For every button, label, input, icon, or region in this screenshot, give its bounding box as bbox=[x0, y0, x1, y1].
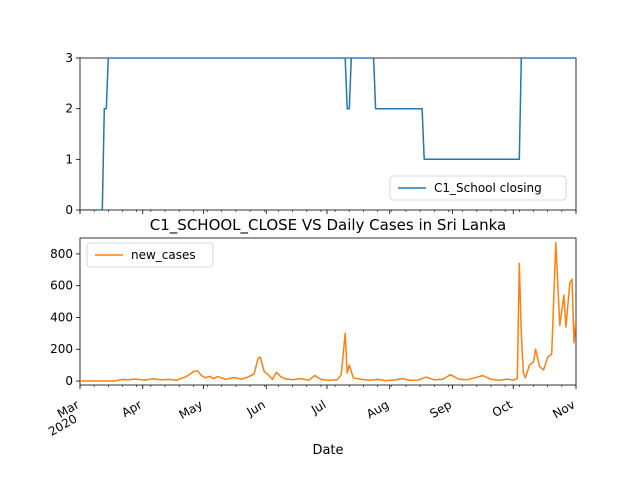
y-tick-label: 1 bbox=[65, 152, 73, 166]
legend-box bbox=[389, 175, 567, 201]
legend-box bbox=[86, 242, 214, 268]
y-tick-label: 400 bbox=[50, 310, 73, 324]
y-tick-label: 0 bbox=[65, 203, 73, 217]
y-tick-label: 0 bbox=[65, 374, 73, 388]
series-line bbox=[80, 242, 576, 382]
legend-label: C1_School closing bbox=[434, 181, 542, 195]
axes-frame bbox=[79, 237, 577, 386]
y-tick-label: 3 bbox=[65, 51, 73, 65]
x-axis-label: Date bbox=[312, 443, 343, 458]
x-tick-label: Jul bbox=[308, 397, 328, 417]
legend-label: new_cases bbox=[131, 248, 196, 262]
y-tick-label: 2 bbox=[65, 102, 73, 116]
y-tick-label: 800 bbox=[50, 247, 73, 261]
y-tick-label: 600 bbox=[50, 279, 73, 293]
series-line bbox=[80, 58, 576, 210]
chart-title: C1_SCHOOL_CLOSE VS Daily Cases in Sri La… bbox=[150, 216, 506, 235]
y-tick-label: 200 bbox=[50, 342, 73, 356]
legend: new_cases bbox=[86, 242, 214, 268]
panel-1: 0 1 2 3 C1_School closing bbox=[65, 51, 577, 217]
legend: C1_School closing bbox=[389, 175, 567, 201]
